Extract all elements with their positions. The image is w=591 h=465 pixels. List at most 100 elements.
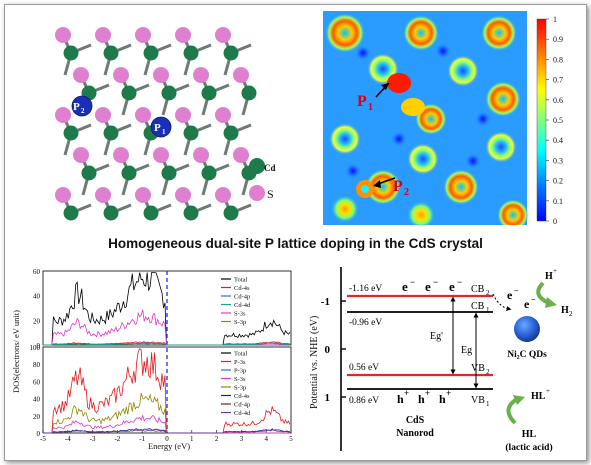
svg-text:HL: HL xyxy=(531,391,546,402)
elf-spot xyxy=(465,153,481,169)
dos-bottom-ytick-label: 80 xyxy=(33,361,41,369)
svg-text:−: − xyxy=(433,277,438,287)
svg-text:+: + xyxy=(404,388,409,398)
elf-spot xyxy=(331,195,359,223)
s-atom xyxy=(175,107,191,123)
s-atom xyxy=(215,187,231,203)
material-label-line2: Nanorod xyxy=(396,428,434,439)
colorbar-tick-label: 0.5 xyxy=(553,116,563,125)
hole-2: h + xyxy=(418,388,430,406)
elf-spot xyxy=(407,143,439,175)
s-atom xyxy=(95,187,111,203)
oxidation-arrow xyxy=(506,397,519,425)
cd-atom xyxy=(183,45,199,61)
dos-top-ytick-label: 40 xyxy=(33,293,41,301)
dos-xtick-label: -3 xyxy=(90,435,96,443)
s-atom xyxy=(113,147,129,163)
elf-p1-subscript: 1 xyxy=(368,102,373,113)
elf-spot xyxy=(435,43,451,59)
svg-text:1: 1 xyxy=(486,306,490,314)
elf-p2-subscript: 2 xyxy=(404,187,409,198)
cd-atom xyxy=(103,45,119,61)
cd-atom xyxy=(201,85,217,101)
elf-spot xyxy=(329,123,361,155)
svg-text:+: + xyxy=(546,387,550,395)
cd-atom xyxy=(63,205,79,221)
tick-label-0: 0 xyxy=(325,344,331,356)
electron-2: e − xyxy=(425,277,438,294)
svg-text:+: + xyxy=(425,388,430,398)
figure-headline: Homogeneous dual-site P lattice doping i… xyxy=(108,236,483,251)
s-atom xyxy=(215,27,231,43)
dos-bottom-legend-label: S-3s xyxy=(234,376,246,383)
material-label-line1: CdS xyxy=(406,415,425,426)
elf-spot xyxy=(447,55,479,87)
elf-spot xyxy=(475,111,491,127)
s-atom xyxy=(215,107,231,123)
vb1-value: 0.86 eV xyxy=(349,396,379,406)
s-atom xyxy=(135,107,151,123)
s-atom xyxy=(95,107,111,123)
tick-label-1: 1 xyxy=(325,392,331,404)
colorbar-tick-label: 0.7 xyxy=(553,76,563,85)
svg-text:VB: VB xyxy=(471,363,485,374)
dos-top-ytick-label: 60 xyxy=(33,268,41,276)
dos-bottom-ytick-label: 0 xyxy=(37,430,41,438)
cd-atom xyxy=(143,205,159,221)
elf-spot xyxy=(403,15,439,51)
s-atom xyxy=(175,27,191,43)
svg-text:e: e xyxy=(507,288,513,302)
elf-p1-arrowhead xyxy=(381,83,389,90)
electron-transfer-arrow xyxy=(492,293,512,311)
p2-site-label: P xyxy=(73,101,80,113)
crystal-structure-panel: P 2 P 1 Cd S xyxy=(55,27,276,221)
dos-y-axis-label: DOS(electrons/ eV unit) xyxy=(11,310,21,393)
svg-text:CB: CB xyxy=(471,284,485,295)
dos-bottom-legend-label: Cd-4d xyxy=(234,410,251,417)
svg-text:h: h xyxy=(397,392,404,406)
crystal-atoms xyxy=(55,27,257,221)
colorbar xyxy=(536,18,547,222)
svg-text:H: H xyxy=(545,271,553,282)
dos-xtick-label: -5 xyxy=(40,435,46,443)
s-atom xyxy=(55,27,71,43)
cb1-label: CB 1 xyxy=(471,301,490,314)
dos-xtick-label: 0 xyxy=(165,435,169,443)
s-atom xyxy=(73,67,89,83)
cd-atom xyxy=(81,165,97,181)
oxidized-label: HL + xyxy=(531,387,550,402)
dos-bottom-legend-label: Cd-4s xyxy=(234,393,250,400)
cd-atom xyxy=(143,45,159,61)
elf-spot xyxy=(355,45,371,61)
oxidation-arrowhead xyxy=(513,395,525,405)
elf-spot xyxy=(325,13,365,53)
s-atom xyxy=(135,187,151,203)
elf-p1-label: P xyxy=(357,93,367,110)
colorbar-tick-label: 0.9 xyxy=(553,35,563,44)
cd-atom xyxy=(161,165,177,181)
svg-text:2: 2 xyxy=(486,289,490,297)
p1-site-label: P xyxy=(154,122,161,134)
figure-frame: P 2 P 1 Cd S xyxy=(4,4,587,461)
elf-spot xyxy=(497,199,529,225)
qd-electron-1: e − xyxy=(507,286,519,302)
svg-text:2: 2 xyxy=(569,310,573,318)
s-legend-swatch xyxy=(249,185,265,201)
elf-spot xyxy=(443,169,479,205)
s-atom xyxy=(95,27,111,43)
svg-text:−: − xyxy=(410,277,415,287)
dos-top-legend-label: Total xyxy=(234,277,247,284)
p2-hotspot-core xyxy=(361,185,369,193)
dos-xtick-label: -2 xyxy=(114,435,120,443)
cb2-label: CB 2 xyxy=(471,284,490,297)
elf-spot xyxy=(485,131,517,163)
dos-xtick-label: 5 xyxy=(289,435,293,443)
cd-atom xyxy=(183,125,199,141)
cd-atom xyxy=(161,85,177,101)
tick-label-minus-1: -1 xyxy=(321,296,330,308)
electron-3: e − xyxy=(449,277,462,294)
cd-atom xyxy=(121,165,137,181)
